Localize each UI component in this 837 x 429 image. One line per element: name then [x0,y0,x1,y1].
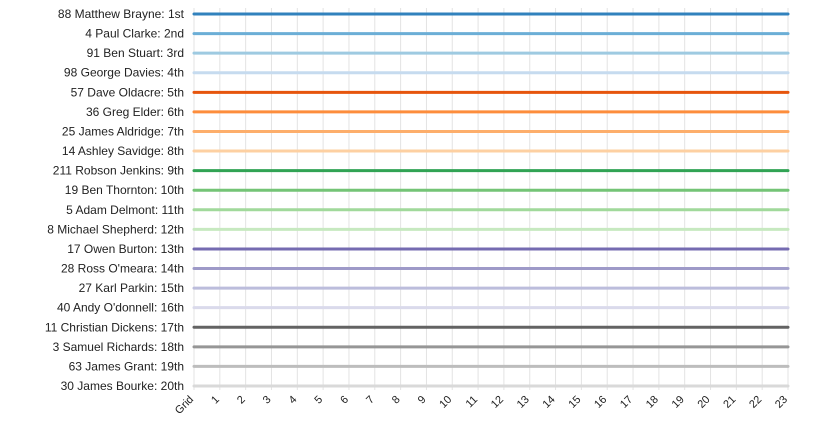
x-tick-label: 12 [489,394,506,411]
x-tick-label: 7 [364,394,377,407]
y-tick-label: 8 Michael Shepherd: 12th [47,222,184,236]
x-tick-label: 8 [390,394,403,407]
y-tick-label: 211 Robson Jenkins: 9th [53,164,184,178]
y-tick-label: 25 James Aldridge: 7th [62,124,184,138]
x-tick-label: 1 [209,394,222,407]
y-tick-label: 40 Andy O'donnell: 16th [57,301,184,315]
x-tick-label: 15 [566,394,583,411]
y-tick-label: 11 Christian Dickens: 17th [45,320,184,334]
x-tick-label: 14 [541,394,558,411]
y-tick-label: 4 Paul Clarke: 2nd [85,27,184,41]
x-tick-label: 16 [592,394,609,411]
y-tick-label: 30 James Bourke: 20th [61,379,184,393]
y-tick-label: 5 Adam Delmont: 11th [66,203,184,217]
x-tick-label: 22 [747,394,764,411]
x-axis-labels: Grid 1 2 3 4 5 6 7 8 9 10 11 12 13 14 15 16 17 18 19 20 21 22 2… [173,394,790,417]
y-tick-label: 19 Ben Thornton: 10th [65,183,184,197]
y-tick-label: 28 Ross O'meara: 14th [61,262,184,276]
x-tick-label: 6 [338,394,351,407]
y-tick-label: 3 Samuel Richards: 18th [53,340,184,354]
x-tick-label: 17 [618,394,635,411]
x-tick-label: 10 [437,394,454,411]
x-tick-label: 3 [261,394,274,407]
x-tick-label: 4 [287,394,300,407]
y-axis-labels: 88 Matthew Brayne: 1st 4 Paul Clarke: 2nd… [45,7,185,393]
x-tick-label: 19 [670,394,687,411]
x-tick-label: 13 [515,394,532,411]
x-tick-label: 23 [773,394,790,411]
series-lines [192,12,790,388]
y-tick-label: 57 Dave Oldacre: 5th [71,85,184,99]
x-tick-label: 9 [416,394,429,407]
x-tick-label: 20 [695,394,712,411]
x-tick-label: 21 [721,394,738,411]
y-tick-label: 91 Ben Stuart: 3rd [87,46,184,60]
y-tick-label: 88 Matthew Brayne: 1st [58,7,185,21]
x-tick-label: 11 [464,394,481,411]
y-tick-label: 17 Owen Burton: 13th [67,242,184,256]
x-tick-label: Grid [173,394,196,417]
y-tick-label: 36 Greg Elder: 6th [86,105,184,119]
y-tick-label: 63 James Grant: 19th [69,359,184,373]
y-tick-label: 27 Karl Parkin: 15th [79,281,184,295]
x-tick-label: 5 [312,394,325,407]
grid-lines [193,8,789,390]
x-tick-label: 18 [644,394,661,411]
y-tick-label: 98 George Davies: 4th [64,66,184,80]
x-tick-label: 2 [235,394,248,407]
y-tick-label: 14 Ashley Savidge: 8th [62,144,184,158]
